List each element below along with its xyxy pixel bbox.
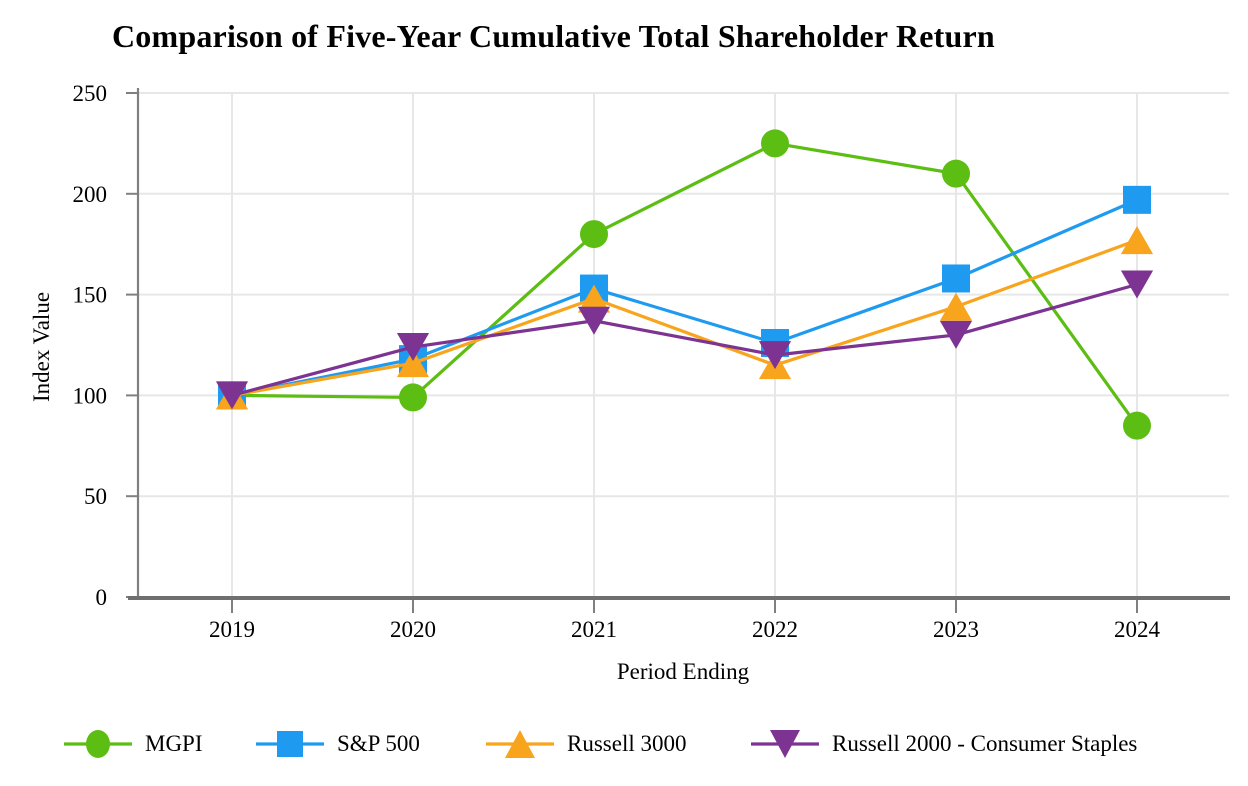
y-tick-label: 50 xyxy=(84,484,107,509)
legend-label-russell-2000-consumer-staples: Russell 2000 - Consumer Staples xyxy=(832,731,1138,756)
series-marker-russell-2000-consumer-staples-2019 xyxy=(215,381,249,410)
x-tick-label: 2020 xyxy=(390,617,436,642)
legend-item-mgpi: MGPI xyxy=(63,724,203,764)
series-marker-russell-3000-2024 xyxy=(1120,226,1154,255)
chart-title: Comparison of Five-Year Cumulative Total… xyxy=(112,18,995,54)
x-tick-label: 2023 xyxy=(933,617,979,642)
triangle-down-icon xyxy=(770,730,800,758)
y-tick-label: 200 xyxy=(73,182,108,207)
x-axis-title: Period Ending xyxy=(616,659,750,684)
legend-item-russell-3000: Russell 3000 xyxy=(485,724,686,764)
series-marker-mgpi-2021 xyxy=(580,220,608,249)
legend-label-mgpi: MGPI xyxy=(145,731,203,756)
y-tick-label: 250 xyxy=(73,81,108,106)
legend-label-s-p-500: S&P 500 xyxy=(337,731,420,756)
series-marker-s-p-500-2024 xyxy=(1123,185,1151,214)
legend-marker-russell-3000 xyxy=(486,730,554,758)
legend-marker-mgpi xyxy=(64,730,132,758)
series-marker-russell-2000-consumer-staples-2024 xyxy=(1120,270,1154,299)
y-tick-label: 150 xyxy=(73,283,108,308)
legend-item-s-p-500: S&P 500 xyxy=(255,724,420,764)
series-line-russell-3000 xyxy=(231,238,1138,397)
circle-icon xyxy=(86,730,110,758)
series-marker-russell-3000-2023 xyxy=(939,292,973,321)
plot-area: 0 50 100 150 200 250 2019 2020 2021 2022 2023 2024 xyxy=(73,81,1230,642)
series-marker-mgpi-2020 xyxy=(399,383,427,412)
x-tick-label: 2024 xyxy=(1114,617,1161,642)
series-marker-mgpi-2024 xyxy=(1123,411,1151,440)
series-marker-russell-2000-consumer-staples-2021 xyxy=(577,306,611,335)
series-marker-mgpi-2022 xyxy=(761,129,789,158)
series-line-mgpi xyxy=(231,141,1139,427)
series-marker-s-p-500-2023 xyxy=(942,264,970,293)
series-marker-russell-2000-consumer-staples-2023 xyxy=(939,320,973,349)
x-tick-label: 2021 xyxy=(571,617,617,642)
legend-marker-s-p-500 xyxy=(256,731,324,757)
legend-label-russell-3000: Russell 3000 xyxy=(567,731,687,756)
series-marker-russell-2000-consumer-staples-2022 xyxy=(758,341,792,370)
square-icon xyxy=(277,731,303,757)
legend: MGPI S&P 500 Russell 3000 Russell 2000 - Co… xyxy=(0,724,1248,768)
y-tick-label: 0 xyxy=(96,585,108,610)
series-line-s-p-500 xyxy=(231,198,1138,397)
series-marker-russell-3000-2021 xyxy=(577,284,611,313)
series-line-russell-2000-consumer-staples xyxy=(231,282,1138,397)
legend-marker-russell-2000-consumer-staples xyxy=(751,730,819,758)
series-marker-russell-3000-2020 xyxy=(396,349,430,378)
legend-item-russell-2000-consumer-staples: Russell 2000 - Consumer Staples xyxy=(750,724,1137,764)
y-tick-label: 100 xyxy=(73,383,108,408)
x-tick-label: 2022 xyxy=(752,617,798,642)
triangle-up-icon xyxy=(505,730,535,758)
series-marker-russell-2000-consumer-staples-2020 xyxy=(396,333,430,362)
x-tick-label: 2019 xyxy=(209,617,255,642)
y-axis-title: Index Value xyxy=(29,291,54,403)
series-marker-mgpi-2023 xyxy=(942,159,970,188)
